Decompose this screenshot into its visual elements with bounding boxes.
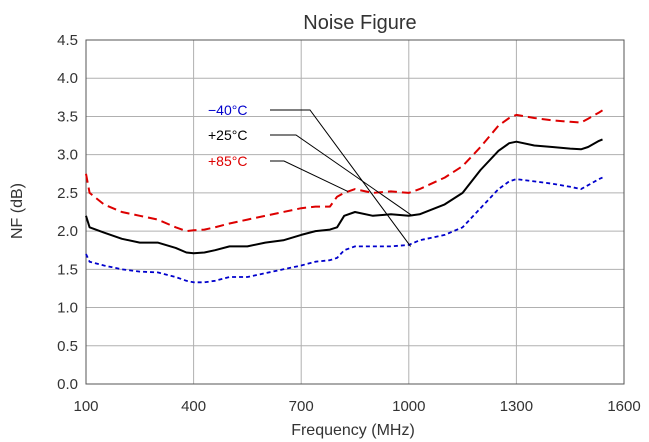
x-tick-label: 1600: [607, 398, 640, 415]
y-tick-label: 4.5: [57, 32, 78, 49]
y-tick-label: 3.5: [57, 108, 78, 125]
x-tick-label: 400: [181, 398, 206, 415]
y-tick-label: 1.0: [57, 300, 78, 317]
legend-label: +25°C: [208, 127, 247, 143]
tick-labels: 0.0 0.5 1.0 1.5 2.0 2.5 3.0 3.5 4.0 4.5 100 400 700 1…: [57, 32, 641, 415]
y-tick-label: 3.0: [57, 147, 78, 164]
series-layer: [85, 109, 604, 284]
y-axis-title: NF (dB): [9, 183, 26, 239]
y-tick-label: 1.5: [57, 261, 78, 278]
y-tick-label: 2.5: [57, 185, 78, 202]
x-tick-label: 700: [289, 398, 314, 415]
legend-leader-line: [270, 134, 413, 217]
legend-label: +85°C: [208, 153, 247, 169]
x-axis-title: Frequency (MHz): [291, 422, 415, 439]
y-tick-label: 0.0: [57, 376, 78, 393]
legend: −40°C +25°C +85°C: [208, 102, 413, 247]
chart-title: Noise Figure: [303, 12, 416, 34]
x-tick-label: 1000: [392, 398, 425, 415]
series-line-plus85c: [85, 109, 604, 233]
plot-area-frame: [85, 39, 625, 385]
series-line-plus25c: [85, 138, 603, 255]
legend-leader-line: [270, 109, 412, 247]
y-tick-label: 0.5: [57, 338, 78, 355]
series-line-minus40c: [85, 176, 603, 284]
y-tick-label: 2.0: [57, 223, 78, 240]
y-tick-label: 4.0: [57, 70, 78, 87]
x-tick-label: 100: [73, 398, 98, 415]
legend-leader-line: [270, 160, 349, 192]
x-tick-label: 1300: [500, 398, 533, 415]
legend-label: −40°C: [208, 102, 247, 118]
